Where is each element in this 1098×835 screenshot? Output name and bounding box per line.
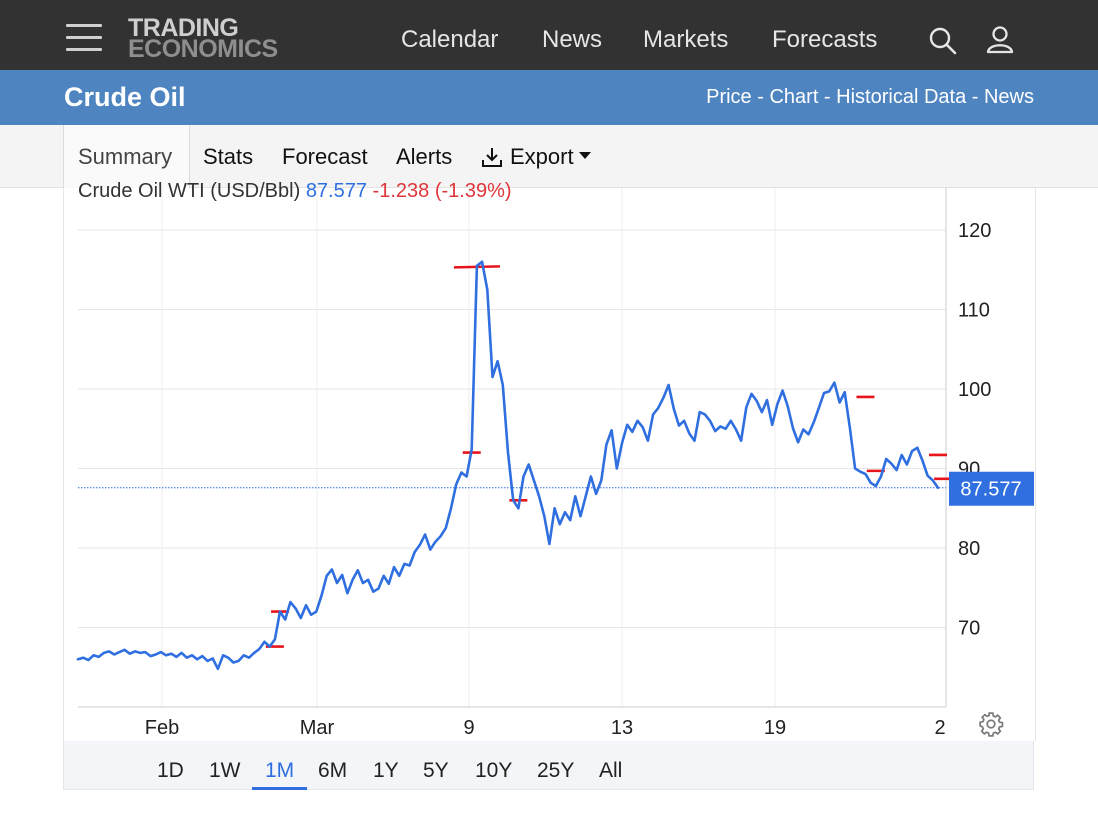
menu-icon[interactable] bbox=[66, 24, 102, 52]
x-tick-label: 19 bbox=[764, 717, 786, 739]
range-5y[interactable]: 5Y bbox=[423, 759, 449, 782]
chart-change: -1.238 bbox=[372, 180, 430, 202]
range-1m[interactable]: 1M bbox=[265, 759, 295, 782]
x-tick-label: 13 bbox=[611, 717, 633, 739]
x-tick-label: Feb bbox=[145, 717, 179, 739]
chart-title: Crude Oil WTI (USD/Bbl) 87.577 -1.238 (-… bbox=[78, 180, 512, 203]
nav-news[interactable]: News bbox=[542, 26, 603, 53]
tab-export[interactable]: Export bbox=[510, 144, 574, 169]
logo-line1: TRADING bbox=[128, 14, 239, 42]
range-1w[interactable]: 1W bbox=[209, 759, 241, 782]
nav-forecasts[interactable]: Forecasts bbox=[772, 26, 878, 53]
tab-active-box bbox=[63, 125, 190, 188]
link-historical-data[interactable]: Historical Data bbox=[836, 86, 967, 108]
tab-forecast[interactable]: Forecast bbox=[282, 144, 368, 169]
range-6m[interactable]: 6M bbox=[318, 759, 348, 782]
nav-markets[interactable]: Markets bbox=[643, 26, 729, 53]
top-nav-bar bbox=[0, 0, 1098, 70]
settings-gear-icon[interactable] bbox=[978, 711, 1004, 737]
x-tick-label: 9 bbox=[463, 717, 474, 739]
chart-title-text: Crude Oil WTI (USD/Bbl) bbox=[78, 180, 301, 202]
y-tick-label: 80 bbox=[958, 538, 980, 560]
y-tick-label: 120 bbox=[958, 220, 991, 242]
x-tick-label: Mar bbox=[300, 717, 335, 739]
chart-grid bbox=[78, 188, 947, 708]
range-10y[interactable]: 10Y bbox=[475, 759, 513, 782]
nav-calendar[interactable]: Calendar bbox=[401, 26, 499, 53]
link-chart[interactable]: Chart bbox=[769, 86, 819, 108]
x-axis-ticks: Feb Mar 9 13 19 2 bbox=[145, 717, 946, 739]
sub-links: Price - Chart - Historical Data - News bbox=[706, 86, 1034, 108]
range-all[interactable]: All bbox=[599, 759, 623, 782]
search-icon[interactable] bbox=[928, 26, 958, 56]
download-icon[interactable] bbox=[480, 145, 504, 169]
tab-stats[interactable]: Stats bbox=[203, 144, 254, 169]
chevron-down-icon bbox=[579, 152, 591, 159]
last-price-text: 87.577 bbox=[960, 479, 1021, 501]
last-price-box bbox=[949, 471, 1034, 506]
tab-summary[interactable]: Summary bbox=[78, 144, 173, 169]
range-selector bbox=[63, 741, 1034, 790]
page-title: Crude Oil bbox=[64, 82, 186, 112]
x-tick-label: 2 bbox=[934, 717, 945, 739]
link-price[interactable]: Price bbox=[706, 86, 752, 108]
gap-markers bbox=[265, 265, 953, 648]
title-bar bbox=[0, 70, 1098, 125]
y-tick-label: 110 bbox=[958, 300, 990, 322]
range-25y[interactable]: 25Y bbox=[537, 759, 575, 782]
y-tick-label: 70 bbox=[958, 618, 980, 640]
chart-change-pct: (-1.39%) bbox=[434, 180, 512, 202]
user-icon[interactable] bbox=[986, 25, 1016, 55]
active-range-underline bbox=[252, 787, 307, 790]
trading-economics-logo[interactable]: TRADING ECONOMICS bbox=[128, 14, 278, 63]
series-line bbox=[76, 260, 940, 671]
link-news[interactable]: News bbox=[983, 86, 1034, 108]
y-tick-label: 100 bbox=[958, 379, 991, 401]
logo-line2: ECONOMICS bbox=[128, 35, 278, 63]
last-price-label: 87.577 bbox=[949, 471, 1034, 506]
chart-area bbox=[63, 188, 1036, 741]
chart-last-value: 87.577 bbox=[305, 180, 367, 202]
tab-alerts[interactable]: Alerts bbox=[396, 144, 453, 169]
range-1d[interactable]: 1D bbox=[157, 759, 184, 782]
range-1y[interactable]: 1Y bbox=[373, 759, 399, 782]
